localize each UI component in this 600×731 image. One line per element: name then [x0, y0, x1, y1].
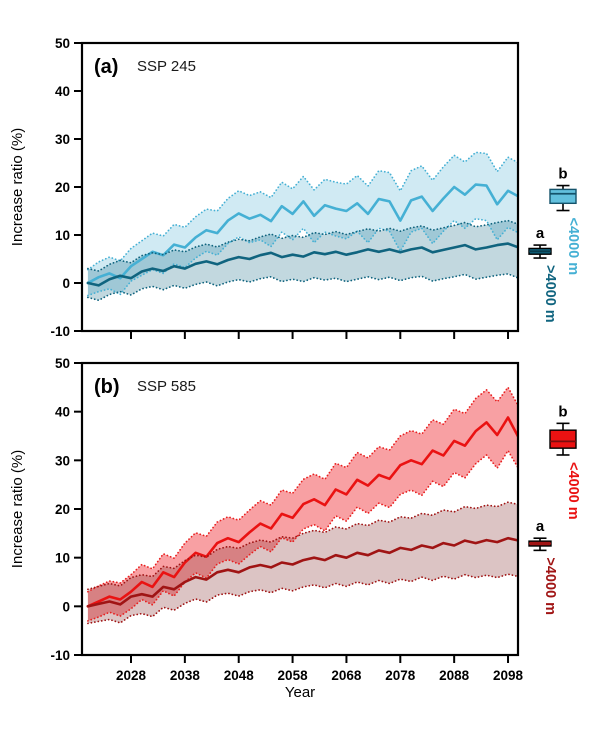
x-tick-label: 2078	[385, 668, 416, 683]
y-tick-label: 30	[55, 132, 70, 147]
panel-letter-a: (a)	[94, 56, 118, 78]
boxplot-low-elevation: b <4000 m	[549, 166, 581, 276]
mean-line-low-elevation	[86, 416, 518, 608]
x-axis-title: Year	[285, 684, 315, 701]
y-tick-label: -10	[50, 648, 70, 663]
y-tick-label: 30	[55, 453, 70, 468]
boxplot-high-elevation: a >4000 m	[528, 225, 558, 323]
boxplot-high-elevation: a >4000 m	[528, 518, 558, 615]
mean-line-high-elevation	[86, 242, 518, 287]
x-tick-label: 2098	[493, 668, 524, 683]
x-tick-label: 2048	[224, 668, 255, 683]
band-border-lower-low-elevation	[87, 448, 518, 622]
y-tick-label: 20	[55, 180, 70, 195]
series-elevation-label: >4000 m	[542, 557, 558, 615]
series-elevation-label: <4000 m	[565, 462, 581, 520]
x-tick-label: 2038	[170, 668, 201, 683]
panel-a: 50 40 30 20 10 0 -10 (a) SSP 245 Increase ratio (…	[9, 36, 581, 339]
panel-letter-b: (b)	[94, 376, 120, 398]
mean-line-high-elevation	[86, 536, 518, 608]
panel-a-plot-area	[86, 151, 518, 302]
band-border-lower-low-elevation	[87, 217, 518, 297]
y-tick-label: 50	[55, 36, 70, 51]
series-elevation-label: >4000 m	[542, 265, 558, 323]
y-tick-label: 0	[62, 276, 70, 291]
band-high-elevation	[87, 220, 518, 301]
y-tick-label: 10	[55, 551, 70, 566]
y-tick-label: -10	[50, 324, 70, 339]
band-border-upper-high-elevation	[87, 219, 518, 272]
x-tick-label: 2068	[331, 668, 362, 683]
y-axis-title: Increase ratio (%)	[9, 450, 26, 568]
y-tick-label: 0	[62, 599, 70, 614]
x-tick-label: 2088	[439, 668, 470, 683]
y-tick-label: 20	[55, 502, 70, 517]
y-tick-label: 50	[55, 356, 70, 371]
scenario-label-b: SSP 585	[137, 378, 196, 395]
y-tick-label: 40	[55, 405, 70, 420]
band-border-upper-high-elevation	[87, 501, 518, 591]
band-border-lower-high-elevation	[87, 573, 518, 625]
series-elevation-label: <4000 m	[565, 218, 581, 276]
band-low-elevation	[87, 152, 518, 296]
significance-letter: a	[536, 518, 545, 535]
band-border-upper-low-elevation	[87, 385, 518, 593]
panel-b: 50 40 30 20 10 0 -10 2028 2038 2048 2058 2068 2078 20…	[9, 356, 581, 683]
band-high-elevation	[87, 502, 518, 624]
boxplot-low-elevation: b <4000 m	[549, 403, 581, 520]
significance-letter: a	[536, 225, 545, 242]
y-tick-label: 10	[55, 228, 70, 243]
x-tick-label: 2058	[278, 668, 309, 683]
y-axis-title: Increase ratio (%)	[9, 128, 26, 246]
panel-b-plot-area	[86, 385, 518, 625]
band-border-lower-high-elevation	[87, 273, 518, 302]
band-border-upper-low-elevation	[87, 151, 518, 271]
significance-letter: b	[558, 166, 567, 183]
y-tick-label: 40	[55, 84, 70, 99]
scenario-label-a: SSP 245	[137, 58, 196, 75]
box-iqr	[549, 429, 577, 449]
box-iqr	[549, 188, 577, 205]
significance-letter: b	[558, 403, 567, 420]
x-tick-label: 2028	[116, 668, 147, 683]
